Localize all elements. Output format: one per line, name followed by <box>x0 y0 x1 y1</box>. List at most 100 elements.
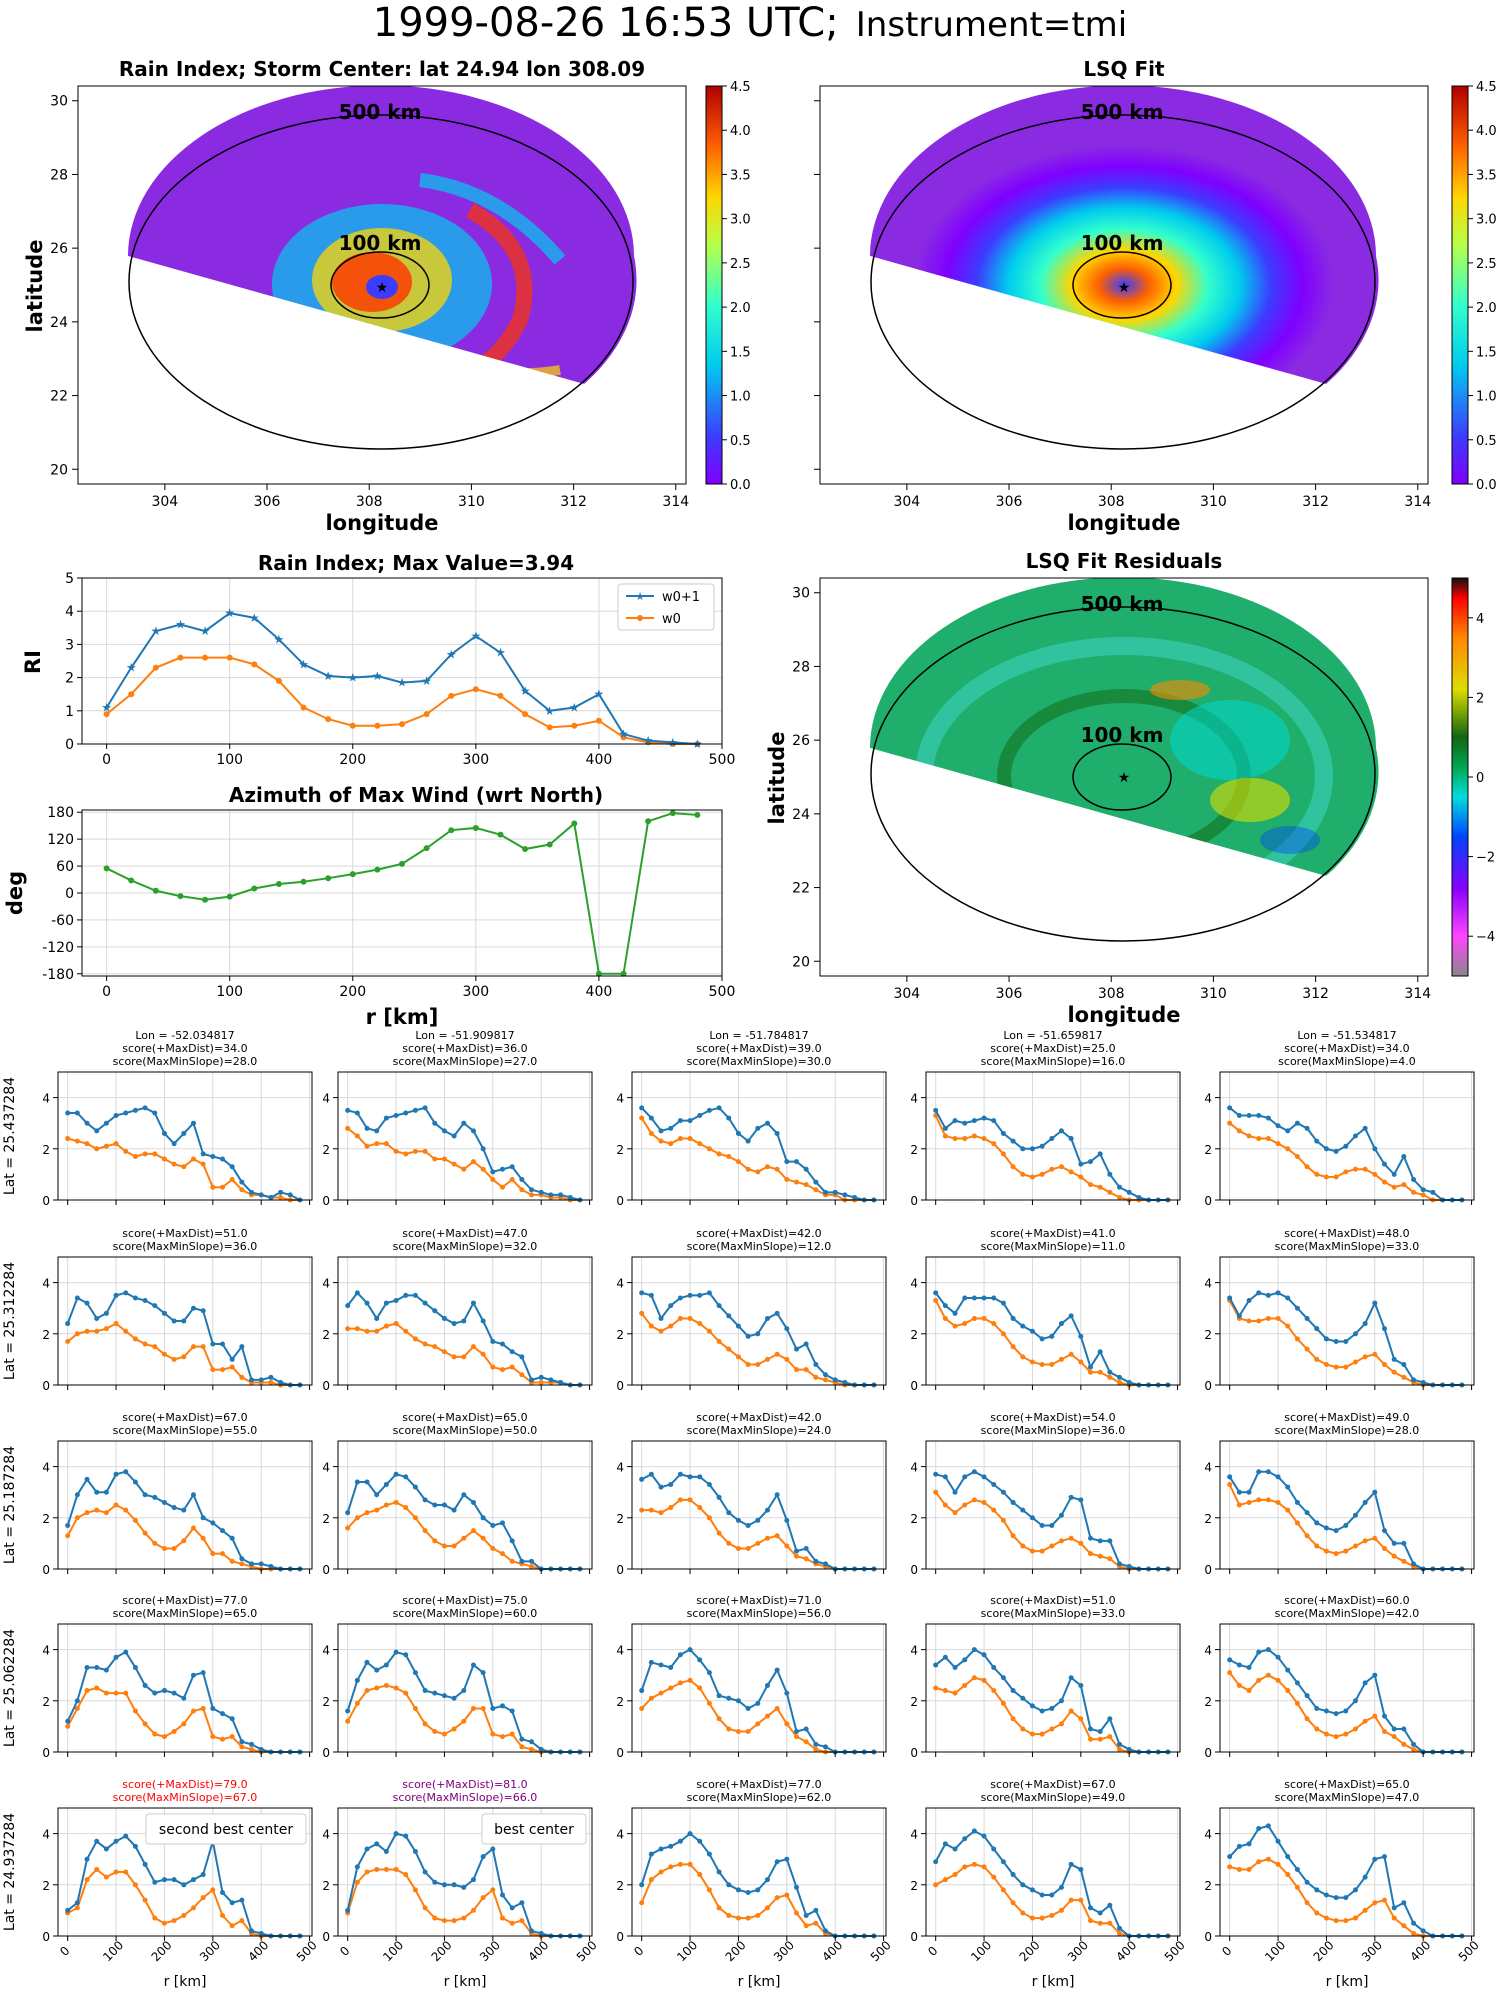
series-azimuth-point <box>546 841 553 848</box>
series-w0-point <box>152 664 159 671</box>
panel-lon-label: Lon = -51.659817 <box>1003 1029 1102 1042</box>
missing-swath <box>123 256 584 459</box>
panel-w0p1-point <box>1285 1295 1291 1301</box>
panel-w0p1-point <box>1000 1130 1006 1136</box>
panel-w0-point <box>813 1187 819 1193</box>
panel-w0-point <box>1362 1354 1368 1360</box>
panel-w0-point <box>774 1351 780 1357</box>
panel-w0-point <box>1333 1551 1339 1557</box>
panel-w0p1-point <box>345 1510 351 1516</box>
panel-w0p1-point <box>852 1194 858 1200</box>
panel-w0p1-point <box>1323 1525 1329 1531</box>
panel-w0-point <box>687 1861 693 1867</box>
panel-frame <box>631 1623 887 1753</box>
panel-w0p1-point <box>461 1492 467 1498</box>
panel-w0p1-point <box>1246 1489 1252 1495</box>
y-tick-label: 3 <box>65 637 74 653</box>
panel-w0p1-point <box>422 1105 428 1111</box>
panel-w0p1-point <box>538 1374 544 1380</box>
panel-w0-point <box>229 1923 235 1929</box>
panel-w0-point <box>1304 1164 1310 1170</box>
panel-w0-point <box>1078 1540 1084 1546</box>
panel-w0p1-point <box>1117 1561 1123 1567</box>
panel-w0-point <box>745 1729 751 1735</box>
colorbar-tick-label: 4.0 <box>730 124 751 139</box>
candidate-panel: 0 100 200 300 400 500024score(+MaxDist)=81.0s… <box>322 1778 599 1990</box>
panel-w0-point <box>499 1551 505 1557</box>
panel-lines <box>1227 1290 1465 1388</box>
panel-w0p1-point <box>745 1333 751 1339</box>
panel-w0-line <box>67 1137 300 1201</box>
panel-w0p1-point <box>132 1843 138 1849</box>
panel-w0p1-point <box>441 1693 447 1699</box>
panel-lon-label: Lon = -51.534817 <box>1297 1029 1396 1042</box>
series-w0-point <box>497 692 504 699</box>
panel-w0p1-point <box>1401 1362 1407 1368</box>
series-w0p1-point: ★ <box>347 671 358 685</box>
x-tick-label: 300 <box>197 1938 223 1964</box>
series-azimuth-point <box>595 970 602 977</box>
y-tick-label: 0 <box>616 1194 624 1208</box>
panel-w0p1-point <box>219 1711 225 1717</box>
panel-w0p1-point <box>952 1489 958 1495</box>
x-tick-label: 100 <box>216 984 243 1000</box>
series-azimuth-point <box>103 865 110 872</box>
panel-w0-point <box>403 1872 409 1878</box>
y-tick-label: 4 <box>1204 1092 1212 1106</box>
panel-w0-point <box>1401 1558 1407 1564</box>
panel-w0-point <box>171 1161 177 1167</box>
y-tick-label: 20 <box>50 462 68 478</box>
panel-w0p1-point <box>354 1290 360 1296</box>
panel-w0p1-point <box>1078 1866 1084 1872</box>
panel-grid <box>338 1441 592 1570</box>
panel-w0-point <box>991 1141 997 1147</box>
y-tick-label: 4 <box>616 1092 624 1106</box>
colorbar-tick-label: 0.0 <box>1476 478 1497 493</box>
panel-score-maxminslope: score(MaxMinSlope)=16.0 <box>981 1055 1126 1068</box>
panel-w0p1-point <box>1411 1741 1417 1747</box>
panel-w0-point <box>1391 1734 1397 1740</box>
panel-w0-point <box>1097 1553 1103 1559</box>
panel-w0p1-point <box>1087 1535 1093 1541</box>
y-tick-label: 4 <box>42 1277 50 1291</box>
panel-w0-point <box>94 1685 100 1691</box>
series-w0-point <box>522 711 529 718</box>
panel-w0p1-point <box>991 1118 997 1124</box>
panel-w0-point <box>1372 1351 1378 1357</box>
panel-lines <box>933 1469 1171 1572</box>
panel-w0p1-point <box>971 1118 977 1124</box>
panel-w0p1-point <box>1010 1315 1016 1321</box>
panel-w0p1-line <box>346 1651 580 1753</box>
panel-w0p1-point <box>1010 1872 1016 1878</box>
series-azimuth-point <box>669 810 676 817</box>
series-w0p1-point: ★ <box>446 647 457 661</box>
panel-w0p1-point <box>991 1846 997 1852</box>
panel-w0-point <box>668 1864 674 1870</box>
y-tick-label: 120 <box>47 832 74 848</box>
panel-lines <box>345 1471 583 1572</box>
panel-w0p1-point <box>952 1846 958 1852</box>
panel-w0-point <box>1304 1900 1310 1906</box>
x-tick-label: 400 <box>586 984 613 1000</box>
panel-w0p1-point <box>706 1851 712 1857</box>
panel-w0-point <box>432 1729 438 1735</box>
y-tick-label: 2 <box>616 1879 624 1893</box>
panel-w0-point <box>697 1685 703 1691</box>
panel-w0-point <box>509 1731 515 1737</box>
panel-w0-point <box>716 1905 722 1911</box>
panel-score-maxminslope: score(MaxMinSlope)=28.0 <box>1275 1424 1420 1437</box>
panel-w0-point <box>1420 1192 1426 1198</box>
series-azimuth-point <box>177 893 184 900</box>
x-tick-label: 200 <box>429 1938 455 1964</box>
panel-w0p1-point <box>529 1187 535 1193</box>
panel-w0-line <box>934 1300 1168 1386</box>
panel-w0-point <box>219 1913 225 1919</box>
panel-w0p1-point <box>1343 1708 1349 1714</box>
panel-w0p1-point <box>1029 1515 1035 1521</box>
panel-w0p1-point <box>529 1739 535 1745</box>
panel-ticks: 024 <box>910 1092 1179 1208</box>
panel-w0p1-point <box>1265 1647 1271 1653</box>
panel-w0p1-point <box>658 1662 664 1668</box>
panel-w0-point <box>1275 1499 1281 1505</box>
panel-w0p1-point <box>784 1326 790 1332</box>
